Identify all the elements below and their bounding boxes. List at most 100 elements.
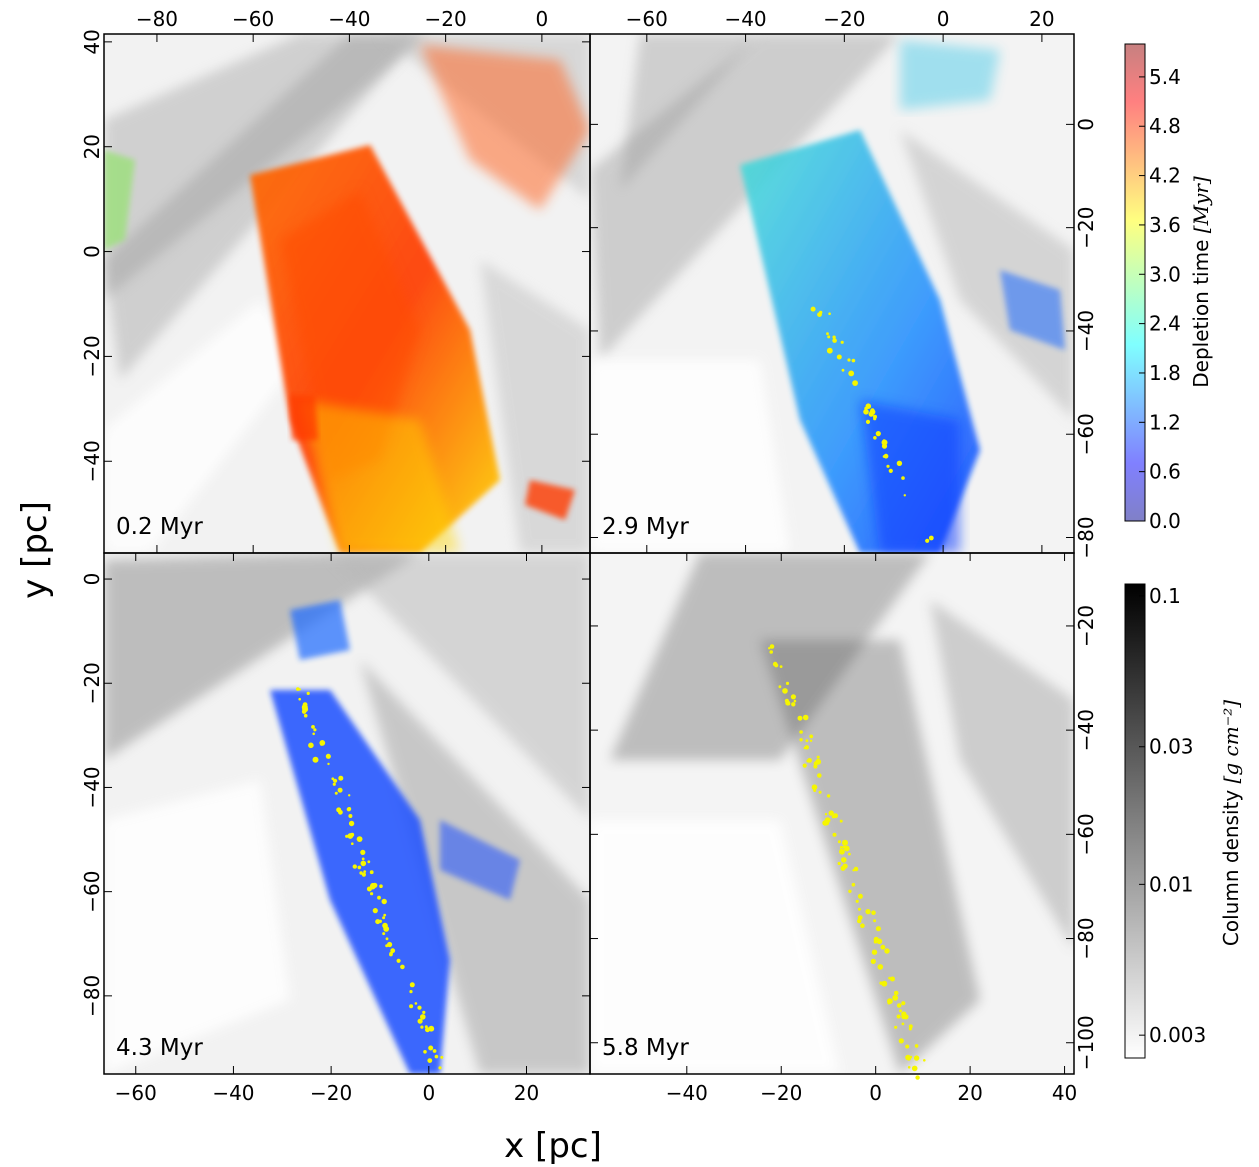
colorbar-tick-label: 2.4 [1149, 312, 1181, 336]
star-particle [865, 909, 871, 915]
star-particle [826, 794, 831, 798]
star-particle [382, 922, 388, 929]
star-particle [873, 436, 877, 440]
star-particle [888, 468, 893, 473]
star-particle [848, 852, 851, 856]
x-axis-title: x [pc] [504, 1126, 602, 1166]
y-tick-label: −80 [80, 975, 104, 1017]
x-tick-label: −60 [115, 1081, 157, 1105]
star-particle [886, 464, 890, 468]
star-particle [312, 756, 319, 763]
star-particle [896, 1014, 901, 1019]
x-tick-label: 0 [536, 7, 549, 31]
star-particle [799, 738, 803, 742]
star-particle [361, 857, 365, 861]
star-particle [807, 758, 812, 763]
star-particle [382, 916, 386, 920]
star-particle [778, 685, 782, 689]
star-particle [793, 699, 797, 703]
star-particle [809, 734, 814, 739]
star-particle [877, 964, 884, 970]
x-tick-label: 0 [422, 1081, 435, 1105]
star-particle [389, 951, 393, 956]
star-particle [420, 1025, 424, 1029]
column-density-colorbar-title: Column density [g cm⁻²] [1219, 700, 1243, 946]
star-particle [302, 702, 308, 707]
y-tick-label: 40 [80, 29, 104, 54]
star-particle [841, 368, 845, 372]
star-particle [901, 1001, 906, 1006]
star-particle [363, 870, 367, 873]
star-particle [417, 1018, 423, 1024]
star-particle [853, 866, 859, 872]
star-particle [887, 1001, 891, 1005]
x-tick-label: −20 [760, 1081, 802, 1105]
x-tick-label: −40 [212, 1081, 254, 1105]
star-particle [347, 833, 354, 839]
star-particle [851, 358, 856, 363]
star-particle [348, 794, 351, 797]
colorbar-tick-label: 5.4 [1149, 65, 1181, 89]
star-particle [871, 910, 876, 915]
star-particle [911, 1065, 918, 1072]
star-particles [296, 306, 934, 1080]
colorbar-tick-label: 3.0 [1149, 262, 1181, 286]
star-particle [892, 994, 899, 1001]
star-particle [879, 981, 883, 985]
y-tick-label: −100 [1074, 1015, 1098, 1070]
star-particle [857, 907, 861, 911]
star-particle [875, 926, 882, 932]
star-particle [387, 941, 393, 948]
star-particle [348, 820, 355, 827]
y-tick-label: −20 [1074, 605, 1098, 647]
star-particle [432, 1049, 437, 1053]
star-particle [786, 702, 791, 706]
star-particle [319, 740, 326, 746]
star-particle [423, 1050, 427, 1054]
star-particle [928, 535, 934, 541]
star-particle [409, 1004, 414, 1009]
star-particle [839, 819, 843, 823]
star-particle [896, 460, 903, 466]
star-particle [357, 865, 362, 870]
star-particle [366, 886, 372, 892]
star-particle [913, 1055, 920, 1061]
star-particle [769, 644, 775, 649]
panel-4.3myr [104, 553, 590, 1074]
star-particle [840, 865, 846, 871]
star-particle [873, 939, 878, 944]
x-tick-label: −20 [425, 7, 467, 31]
star-particle [381, 898, 387, 905]
star-particle [811, 784, 818, 790]
star-particle [880, 944, 886, 950]
star-particle [860, 923, 865, 928]
star-particle [369, 870, 374, 875]
star-particle [890, 976, 895, 982]
star-particle [809, 739, 813, 742]
star-particle [311, 725, 315, 729]
star-particle [824, 813, 828, 816]
star-particle [768, 647, 771, 650]
colorbar-tick-label: 3.6 [1149, 213, 1181, 237]
star-particle [327, 762, 330, 766]
star-particle [383, 913, 387, 917]
star-particle [802, 763, 807, 768]
x-tick-label: −40 [724, 7, 766, 31]
star-particle [372, 908, 378, 914]
star-particle [370, 892, 374, 896]
star-particle [855, 899, 859, 903]
star-particle [839, 846, 843, 849]
y-tick-label: −40 [1074, 310, 1098, 352]
star-particle [396, 958, 401, 963]
star-particle [837, 840, 841, 844]
star-particle [844, 840, 848, 844]
star-particle [914, 1044, 919, 1048]
star-particle [312, 732, 316, 736]
panel-label-4.3myr: 4.3 Myr [116, 1035, 203, 1061]
colorbar-tick-label: 4.2 [1149, 164, 1181, 188]
star-particle [803, 746, 806, 750]
colorbar-tick-label: 0.03 [1149, 735, 1194, 759]
axes-layer: −80 −60 −40 −20 0 −40 −20 0 20 40 −60 −40 −20 0 20 −80 −… [80, 7, 1098, 1105]
star-particle [839, 848, 845, 855]
